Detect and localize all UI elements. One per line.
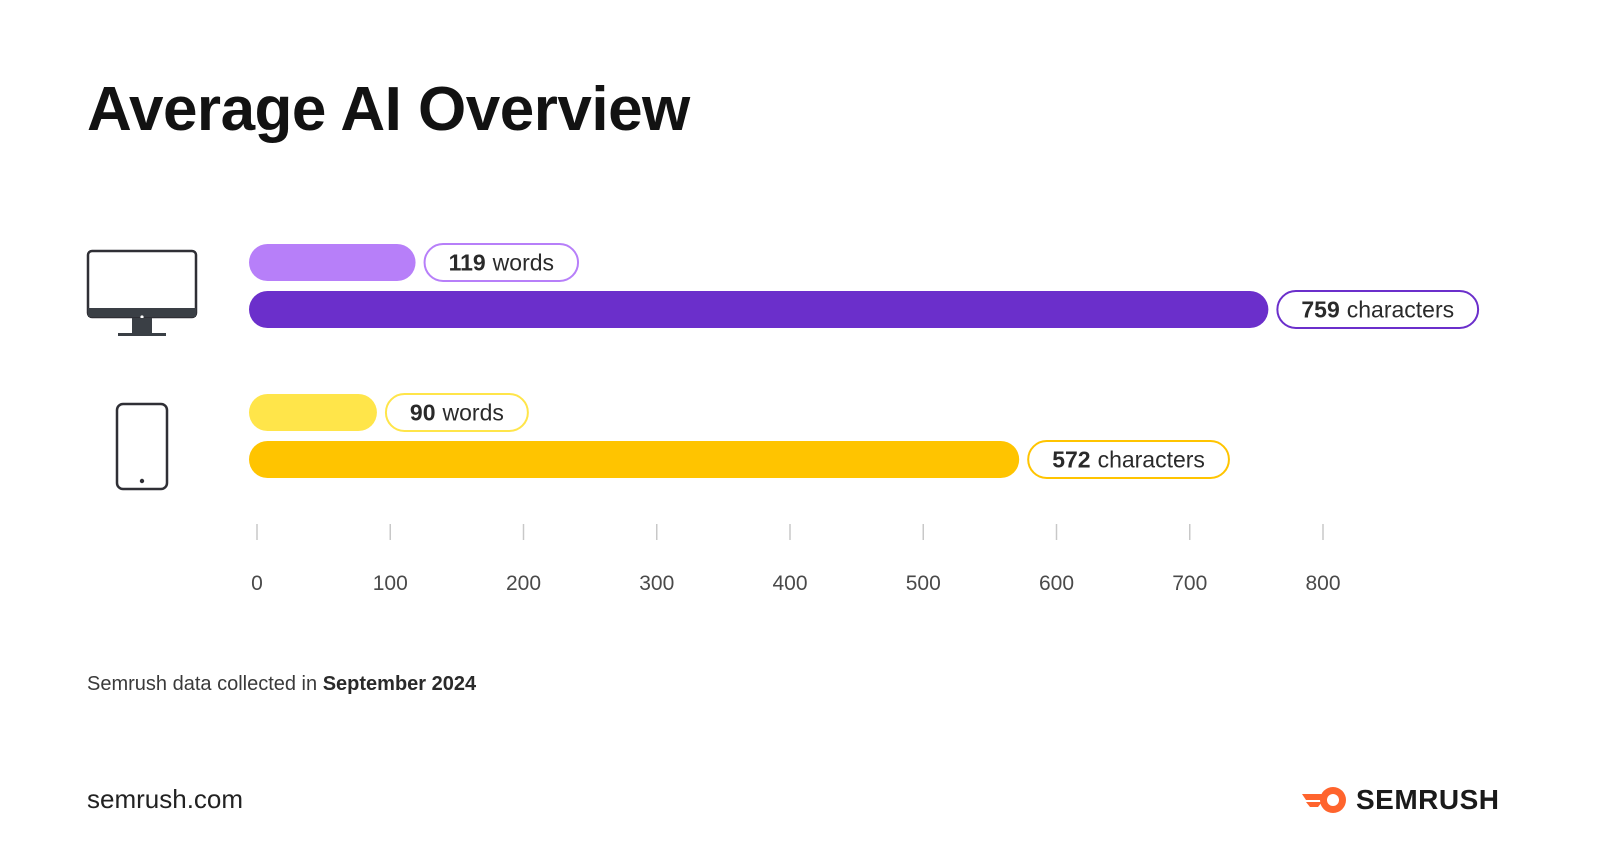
mobile-characters-bar — [249, 441, 1020, 478]
mobile-words-bar — [249, 394, 377, 431]
desktop-words-bar — [249, 244, 416, 281]
semrush-flame-icon — [1302, 787, 1346, 813]
semrush-wordmark: SEMRUSH — [1356, 784, 1500, 815]
label-value: 759 — [1301, 297, 1339, 323]
label-unit: characters — [1098, 447, 1205, 473]
x-tick-label: 0 — [251, 572, 263, 595]
x-tick-label: 500 — [906, 572, 941, 595]
x-tick-label: 700 — [1172, 572, 1207, 595]
mobile-characters-label: 572 characters — [1027, 440, 1230, 479]
label-pill — [1276, 290, 1480, 329]
source-date: September 2024 — [322, 673, 477, 695]
mobile-phone-icon — [115, 402, 169, 491]
site-url: semrush.com — [87, 784, 244, 814]
x-tick-label: 100 — [373, 572, 408, 595]
semrush-logo: SEMRUSH — [1300, 780, 1500, 820]
mobile-words-label: 90 words — [384, 393, 529, 432]
x-tick-label: 200 — [506, 572, 541, 595]
x-tick-label: 400 — [772, 572, 807, 595]
label-unit: words — [492, 250, 554, 276]
chart-title: Average AI Overview — [87, 75, 690, 144]
desktop-words-label: 119 words — [423, 243, 580, 282]
label-unit: words — [442, 400, 504, 426]
x-tick-label: 600 — [1039, 572, 1074, 595]
label-value: 119 — [449, 250, 486, 276]
desktop-characters-bar — [249, 291, 1269, 328]
label-value: 572 — [1052, 447, 1090, 473]
label-pill — [1027, 440, 1230, 479]
label-pill — [423, 243, 580, 282]
source-prefix: Semrush data collected in — [87, 673, 318, 695]
source-note: Semrush data collected in September 2024 — [87, 673, 476, 696]
label-pill — [384, 393, 529, 432]
x-tick-label: 800 — [1305, 572, 1340, 595]
label-unit: characters — [1347, 297, 1454, 323]
label-value: 90 — [410, 400, 436, 426]
x-tick-label: 300 — [639, 572, 674, 595]
desktop-monitor-icon — [86, 249, 198, 336]
desktop-characters-label: 759 characters — [1276, 290, 1480, 329]
